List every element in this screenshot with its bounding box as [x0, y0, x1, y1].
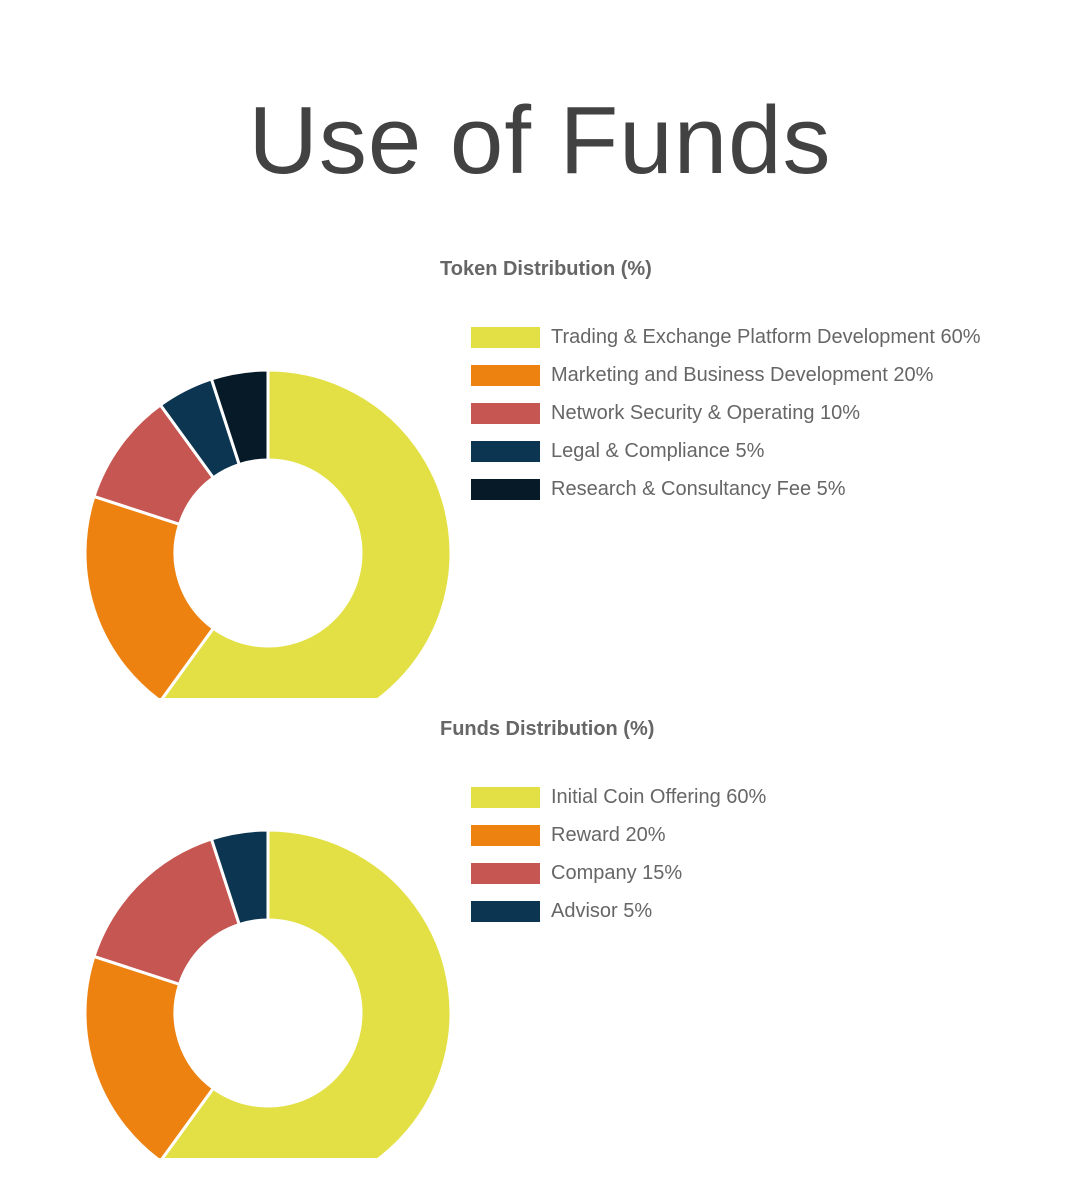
legend-item: Company 15% — [471, 854, 766, 892]
donut-slice — [209, 368, 270, 467]
legend-swatch — [471, 402, 540, 424]
legend-item: Trading & Exchange Platform Development … — [471, 318, 980, 356]
donut-chart — [83, 368, 453, 698]
token-distribution-chart: Token Distribution (%) Trading & Exchang… — [0, 258, 1080, 718]
donut-slice — [160, 828, 453, 1158]
chart-legend: Trading & Exchange Platform Development … — [471, 318, 980, 508]
chart-title: Funds Distribution (%) — [440, 718, 655, 740]
legend-item: Initial Coin Offering 60% — [471, 778, 766, 816]
legend-label: Advisor 5% — [551, 899, 653, 922]
page-title: Use of Funds — [248, 87, 832, 194]
legend-label: Company 15% — [551, 861, 683, 884]
donut-slice — [83, 494, 216, 698]
donut-chart — [83, 828, 453, 1158]
legend-item: Legal & Compliance 5% — [471, 432, 980, 470]
legend-swatch — [471, 824, 540, 846]
legend-label: Legal & Compliance 5% — [551, 439, 765, 462]
legend-item: Reward 20% — [471, 816, 766, 854]
legend-item: Advisor 5% — [471, 892, 766, 930]
legend-label: Network Security & Operating 10% — [551, 401, 861, 424]
chart-title: Token Distribution (%) — [440, 258, 652, 280]
chart-legend: Initial Coin Offering 60% Reward 20% Compa… — [471, 778, 766, 930]
legend-item: Network Security & Operating 10% — [471, 394, 980, 432]
legend-item: Marketing and Business Development 20% — [471, 356, 980, 394]
donut-slice — [160, 368, 453, 698]
legend-swatch — [471, 478, 540, 500]
legend-label: Initial Coin Offering 60% — [551, 785, 767, 808]
legend-swatch — [471, 900, 540, 922]
legend-label: Marketing and Business Development 20% — [551, 363, 934, 386]
legend-swatch — [471, 862, 540, 884]
legend-swatch — [471, 440, 540, 462]
legend-swatch — [471, 326, 540, 348]
legend-label: Research & Consultancy Fee 5% — [551, 477, 846, 500]
legend-item: Research & Consultancy Fee 5% — [471, 470, 980, 508]
funds-distribution-chart: Funds Distribution (%) Initial Coin Offe… — [0, 718, 1080, 1178]
donut-slice — [83, 954, 216, 1158]
donut-slice — [92, 837, 242, 987]
donut-slice — [209, 828, 270, 927]
legend-label: Reward 20% — [551, 823, 666, 846]
legend-swatch — [471, 364, 540, 386]
legend-label: Trading & Exchange Platform Development … — [551, 325, 981, 348]
legend-swatch — [471, 786, 540, 808]
